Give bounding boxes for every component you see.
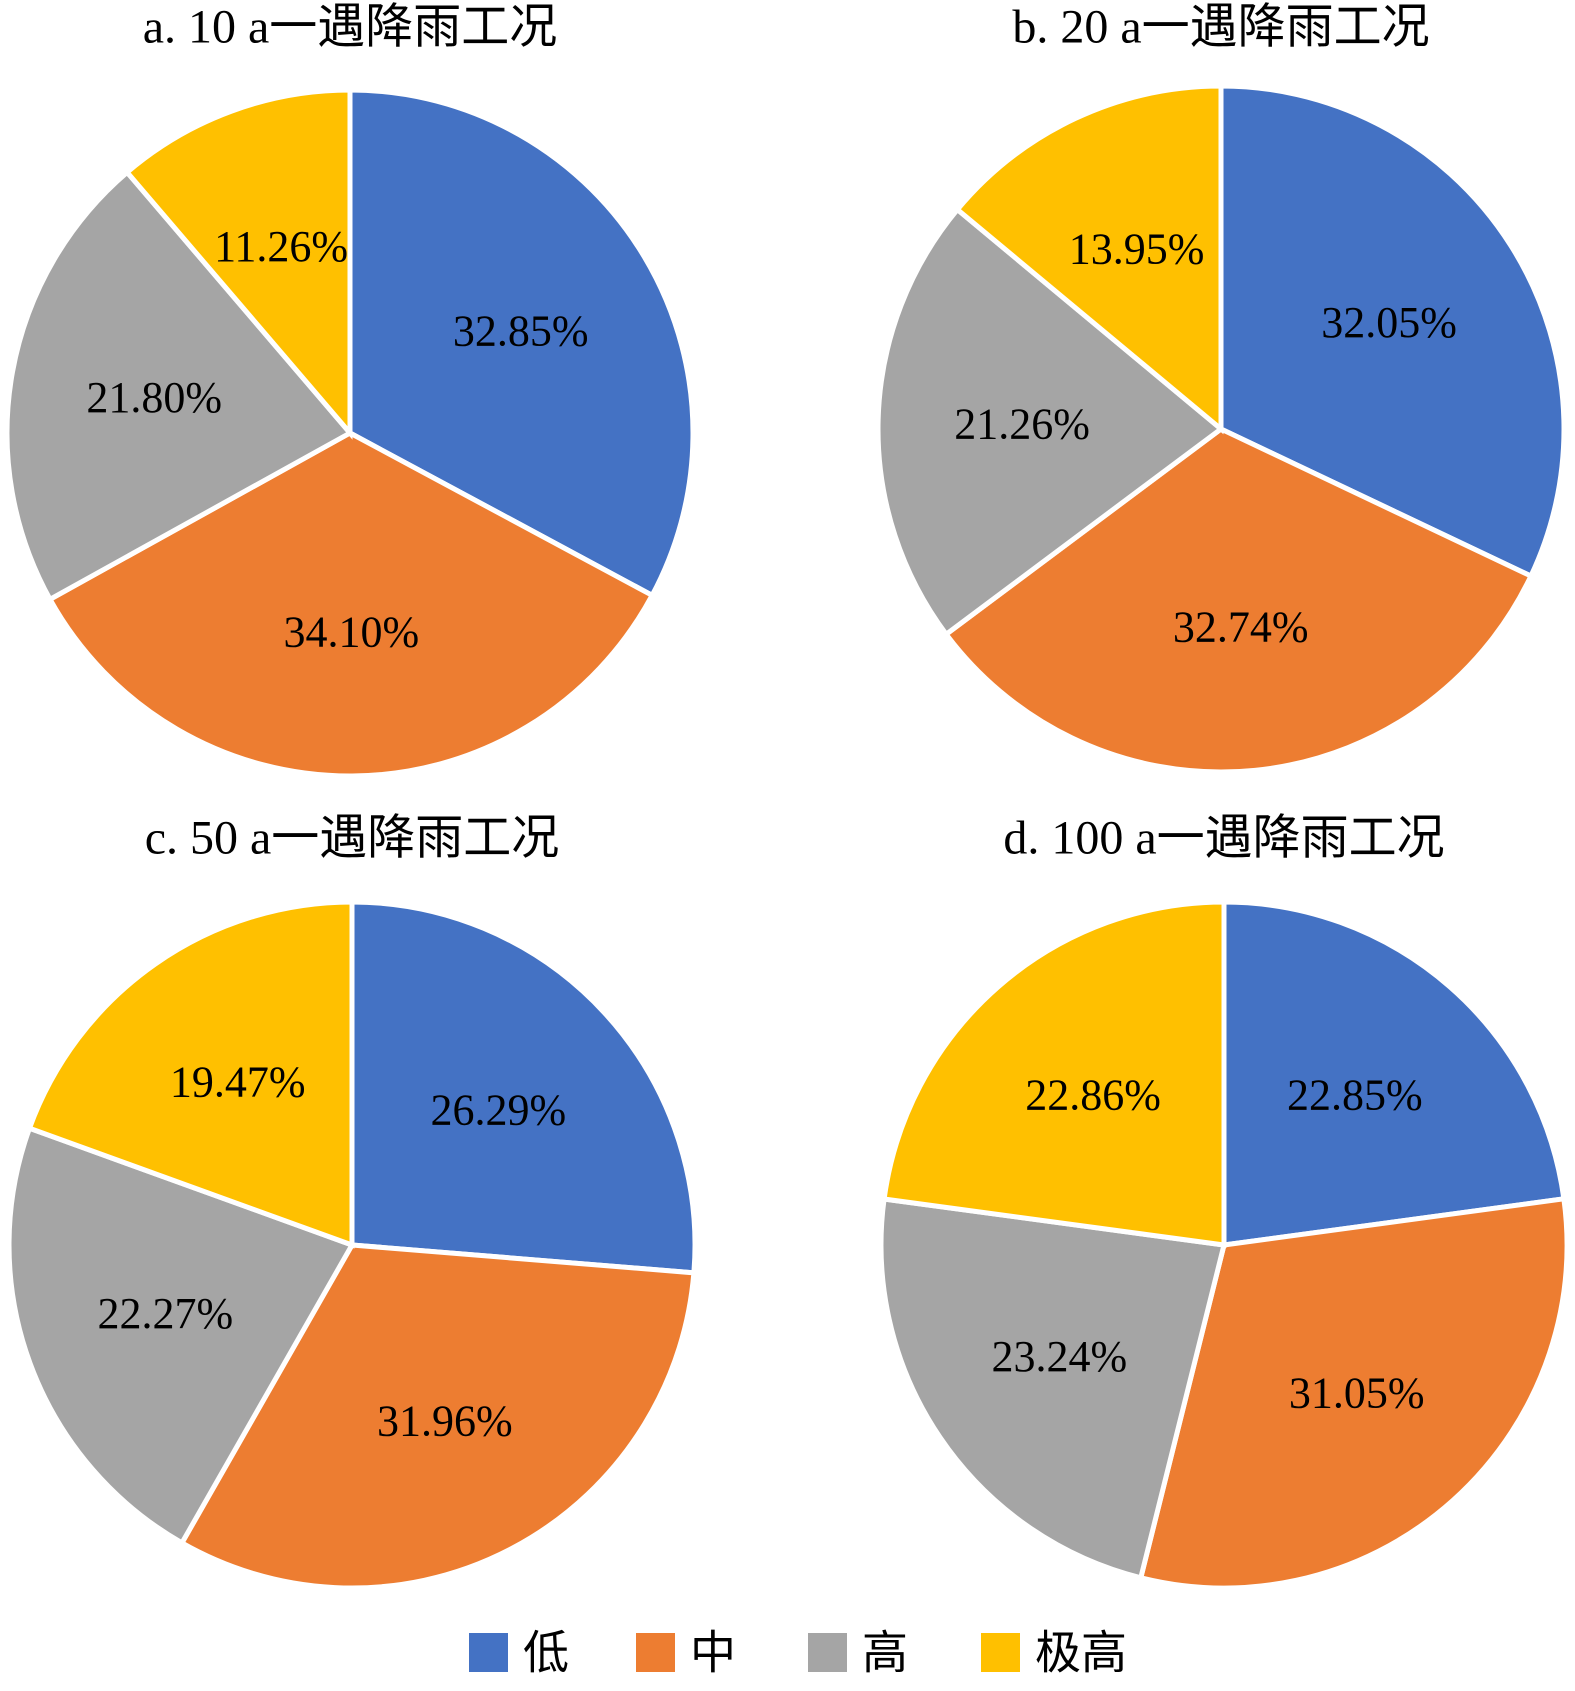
pie-slice: [347, 87, 696, 599]
data-label: 32.85%: [453, 306, 589, 355]
data-label: 21.80%: [86, 373, 222, 422]
data-label: 31.96%: [377, 1396, 513, 1445]
pie-slice: [881, 899, 1227, 1248]
data-label: 13.95%: [1069, 224, 1205, 273]
pie-slice: [349, 899, 698, 1276]
pie-slice: [6, 1125, 356, 1547]
pie-slice: [953, 83, 1224, 435]
chart-title: c. 50 a一遇降雨工况: [145, 812, 560, 865]
legend-label: 极高: [1035, 1628, 1127, 1679]
pie-slice: [178, 1242, 697, 1591]
pie-slice: [878, 1196, 1228, 1581]
legend-label: 中: [690, 1628, 736, 1679]
legend-swatch: [808, 1633, 847, 1672]
data-label: 22.86%: [1025, 1071, 1161, 1120]
data-label: 22.85%: [1287, 1071, 1423, 1120]
legend-label: 高: [862, 1628, 908, 1679]
chart-title: a. 10 a一遇降雨工况: [143, 1, 558, 54]
data-label: 26.29%: [430, 1086, 566, 1135]
pie-slice: [1137, 1195, 1570, 1591]
pie-slice: [942, 426, 1535, 775]
pie-slice: [123, 87, 353, 440]
pie-slice: [875, 206, 1226, 638]
legend-label: 低: [523, 1628, 569, 1679]
data-label: 32.74%: [1173, 602, 1309, 651]
pie-slice: [1218, 83, 1567, 580]
legend-swatch: [469, 1633, 508, 1672]
data-label: 34.10%: [283, 607, 419, 656]
data-label: 23.24%: [991, 1332, 1127, 1381]
pie-slice: [46, 430, 656, 779]
data-label: 11.26%: [214, 222, 348, 271]
data-label: 32.05%: [1321, 298, 1457, 347]
pie-slice: [4, 168, 354, 603]
pie-slice: [1221, 899, 1567, 1248]
legend-swatch: [636, 1633, 675, 1672]
chart-title: b. 20 a一遇降雨工况: [1012, 1, 1429, 54]
data-label: 22.27%: [97, 1289, 233, 1338]
data-label: 19.47%: [170, 1058, 306, 1107]
pie-slice: [26, 899, 355, 1249]
data-label: 21.26%: [954, 399, 1090, 448]
chart-title: d. 100 a一遇降雨工况: [1003, 812, 1444, 865]
data-label: 31.05%: [1289, 1369, 1425, 1418]
legend-swatch: [981, 1633, 1020, 1672]
